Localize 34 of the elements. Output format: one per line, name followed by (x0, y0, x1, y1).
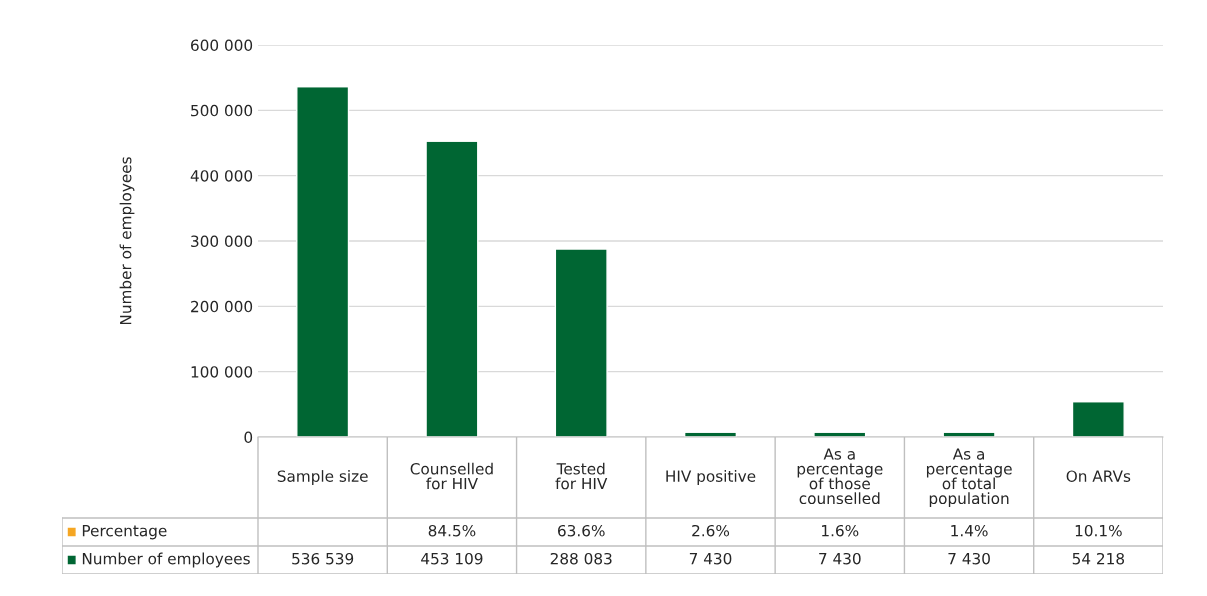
data-label: 7 430 (689, 552, 732, 565)
y-tick-label: 600 000 (191, 39, 253, 52)
data-label: 63.6% (558, 524, 605, 537)
legend-label: Percentage (82, 525, 167, 540)
x-tick-label: Tested for HIV (555, 462, 608, 490)
data-label: 7 430 (819, 552, 861, 565)
data-label: 288 083 (550, 552, 612, 565)
bar (425, 140, 479, 437)
y-axis-title: Number of employees (119, 157, 135, 325)
x-tick-label: As a percentage of total population (926, 448, 1012, 508)
bar (296, 85, 350, 437)
data-label: 1.6% (822, 524, 859, 537)
x-tick-label: As a percentage of those counselled (797, 448, 883, 505)
y-tick-label: 200 000 (191, 300, 253, 313)
y-tick-label: 300 000 (191, 235, 253, 248)
y-tick-label: 500 000 (191, 104, 253, 117)
x-tick-label: Sample size (277, 470, 368, 485)
data-label: 84.5% (428, 524, 476, 537)
y-tick-label: 400 000 (190, 170, 253, 182)
bar (1071, 400, 1125, 437)
data-label: 2.6% (692, 524, 730, 537)
data-label: 453 109 (421, 552, 483, 565)
x-tick-label: HIV positive (666, 470, 756, 485)
x-tick-label: Counselled for HIV (410, 462, 493, 490)
legend-label: Number of employees (82, 552, 250, 568)
data-label: 536 539 (292, 552, 354, 565)
x-tick-label: On ARVs (1066, 470, 1131, 482)
data-label: 54 218 (1072, 552, 1125, 565)
data-label: 7 430 (948, 552, 990, 565)
bar (554, 248, 608, 437)
y-tick-label: 100 000 (191, 366, 253, 378)
data-label: 10.1% (1075, 524, 1122, 537)
y-tick-label: 0 (244, 431, 253, 444)
data-label: 1.4% (951, 524, 988, 537)
